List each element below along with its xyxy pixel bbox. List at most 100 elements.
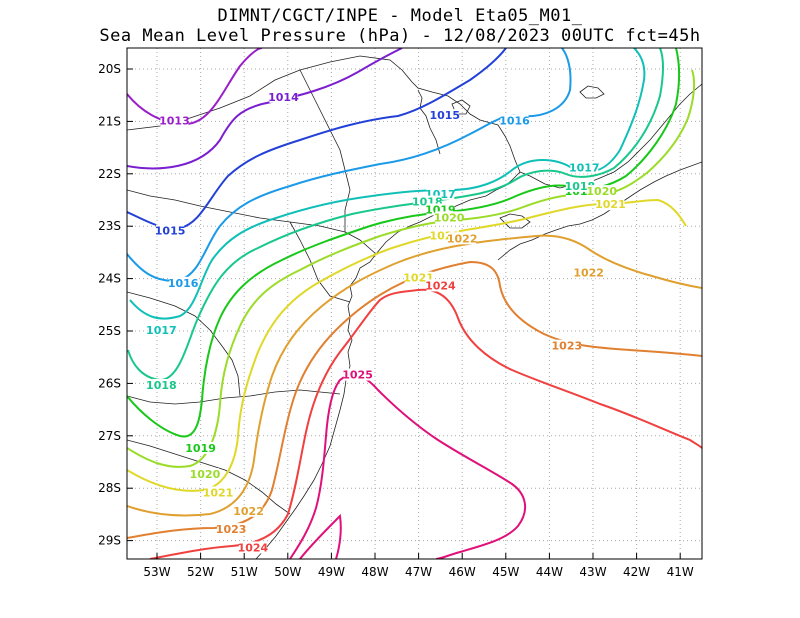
isobar-label-background bbox=[234, 504, 263, 517]
coastline-borders bbox=[127, 55, 702, 559]
isobars bbox=[127, 48, 702, 559]
isobar-label-background bbox=[565, 179, 594, 192]
isobar-1022 bbox=[127, 234, 702, 517]
chart-title-line2: Sea Mean Level Pressure (hPa) - 12/08/20… bbox=[99, 26, 701, 46]
lat-tick-label: 28S bbox=[98, 481, 121, 495]
isobar-label-background bbox=[204, 486, 233, 499]
isobar-label-background bbox=[552, 339, 581, 352]
isobar-label-1018: 1018 bbox=[565, 180, 596, 193]
isobar-label-1017: 1017 bbox=[146, 324, 177, 337]
isobar-label-1024: 1024 bbox=[425, 279, 456, 292]
lon-tick-label: 43W bbox=[579, 565, 606, 579]
isobar-label-1015: 1015 bbox=[155, 224, 186, 237]
isobar-1020 bbox=[127, 69, 696, 468]
isobar-labels: 1013 1014 1015 1016 1017 1015 1016 1017 1018 1019… bbox=[146, 90, 626, 554]
isobar-label-background bbox=[169, 276, 198, 289]
isobar-label-1013: 1013 bbox=[159, 114, 190, 127]
isobar-label-1023: 1023 bbox=[552, 340, 583, 353]
isobar-1019 bbox=[127, 48, 680, 438]
isobar-label-background bbox=[217, 523, 246, 536]
axis-ticks: 53W 52W 51W 50W 49W 48W 47W 46W 45W 44W 43W 42W 41W 2… bbox=[98, 62, 694, 579]
lat-tick-label: 20S bbox=[98, 62, 121, 76]
lon-tick-label: 52W bbox=[187, 565, 214, 579]
isobar-label-background bbox=[426, 279, 455, 292]
plot-frame bbox=[126, 47, 703, 560]
isobar-label-background bbox=[435, 211, 464, 224]
isobar-label-background bbox=[147, 324, 176, 336]
isobar-label-background bbox=[587, 185, 616, 198]
isobar-1025 bbox=[289, 374, 527, 559]
isobar-label-1018: 1018 bbox=[146, 379, 177, 392]
isobar-label-background bbox=[574, 266, 603, 279]
isobar-label-background bbox=[269, 90, 298, 103]
isobar-label-1022: 1022 bbox=[573, 266, 604, 279]
chart-title-line1: DIMNT/CGCT/INPE - Model Eta05_M01_ bbox=[217, 6, 583, 26]
isobar-label-background bbox=[596, 198, 625, 211]
isobar-1024 bbox=[149, 288, 702, 559]
bay-1 bbox=[499, 213, 531, 229]
lon-tick-label: 49W bbox=[318, 565, 345, 579]
lat-tick-label: 29S bbox=[98, 534, 121, 548]
state-border-1 bbox=[127, 189, 377, 255]
state-border-4 bbox=[289, 221, 351, 303]
isobar-label-background bbox=[430, 109, 459, 122]
lon-tick-label: 51W bbox=[231, 565, 258, 579]
isobar-label-background bbox=[570, 161, 599, 174]
isobar-label-background bbox=[160, 114, 189, 127]
isobar-label-1017: 1017 bbox=[569, 162, 600, 175]
lon-tick-label: 48W bbox=[361, 565, 388, 579]
lon-tick-label: 41W bbox=[667, 565, 694, 579]
isobar-label-1021: 1021 bbox=[203, 486, 234, 499]
graticule bbox=[127, 48, 702, 559]
lat-tick-label: 23S bbox=[98, 219, 121, 233]
isobar-label-1019: 1019 bbox=[185, 442, 216, 455]
lon-tick-label: 45W bbox=[492, 565, 519, 579]
isobar-label-1023: 1023 bbox=[216, 523, 247, 536]
lat-tick-label: 22S bbox=[98, 167, 121, 181]
isobar-1018 bbox=[127, 48, 664, 382]
lat-tick-label: 25S bbox=[98, 324, 121, 338]
lat-tick-label: 24S bbox=[98, 272, 121, 286]
lon-tick-label: 47W bbox=[405, 565, 432, 579]
coastline bbox=[255, 69, 521, 559]
lon-tick-label: 44W bbox=[536, 565, 563, 579]
isobar-label-1021: 1021 bbox=[595, 198, 626, 211]
isobar-label-1022: 1022 bbox=[233, 505, 264, 518]
state-border-3 bbox=[299, 69, 351, 232]
lon-tick-label: 50W bbox=[274, 565, 301, 579]
isobar-label-background bbox=[147, 379, 176, 392]
isobar-label-background bbox=[500, 114, 529, 127]
isobar-label-1021: 1021 bbox=[403, 272, 434, 285]
isobar-1014 bbox=[127, 48, 403, 170]
isobar-label-1015: 1015 bbox=[429, 109, 460, 122]
isobar-label-1022: 1022 bbox=[447, 232, 478, 245]
lon-tick-label: 46W bbox=[449, 565, 476, 579]
isobar-1025-fragment bbox=[299, 513, 342, 559]
isobar-label-background bbox=[156, 224, 185, 237]
isobar-1015 bbox=[127, 48, 507, 230]
isobar-label-background bbox=[448, 232, 477, 245]
lat-tick-label: 26S bbox=[98, 376, 121, 390]
lon-tick-label: 42W bbox=[623, 565, 650, 579]
river-1 bbox=[417, 89, 441, 155]
isobar-label-background bbox=[190, 468, 219, 481]
isobar-label-1016: 1016 bbox=[168, 277, 199, 290]
lat-tick-label: 27S bbox=[98, 429, 121, 443]
isobar-label-1025: 1025 bbox=[342, 369, 373, 382]
isobar-label-1016: 1016 bbox=[499, 114, 530, 127]
isobar-label-background bbox=[238, 541, 267, 554]
country-border bbox=[127, 291, 241, 397]
lake-1 bbox=[579, 85, 605, 99]
coastline-southeast bbox=[497, 161, 702, 261]
isobar-label-1020: 1020 bbox=[434, 211, 465, 224]
lon-tick-label: 53W bbox=[143, 565, 170, 579]
isobar-1016 bbox=[127, 48, 572, 282]
isobar-label-1020: 1020 bbox=[190, 468, 221, 481]
state-border-6 bbox=[127, 439, 291, 515]
state-border-5 bbox=[127, 389, 341, 405]
isobar-label-background bbox=[404, 271, 433, 284]
isobar-label-1024: 1024 bbox=[238, 541, 269, 554]
lat-tick-label: 21S bbox=[98, 114, 121, 128]
isobar-label-1014: 1014 bbox=[268, 91, 299, 104]
